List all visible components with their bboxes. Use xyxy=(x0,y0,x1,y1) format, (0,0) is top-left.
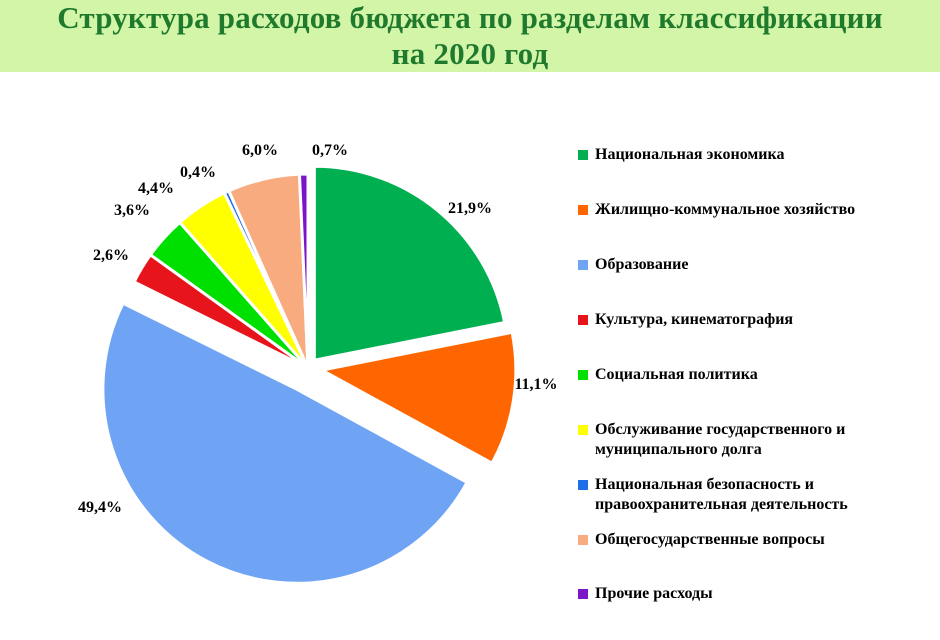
legend-swatch xyxy=(578,589,588,599)
legend-item: Культура, кинематография xyxy=(578,310,793,330)
legend-label: Социальная политика xyxy=(595,366,758,383)
legend-label: Обслуживание государственного и муниципал… xyxy=(595,421,846,458)
legend-swatch xyxy=(578,315,588,325)
chart-title-line-1: Структура расходов бюджета по разделам к… xyxy=(57,0,883,35)
legend-item: Национальная безопасность и правоохраните… xyxy=(578,475,848,515)
legend-item: Общегосударственные вопросы xyxy=(578,530,825,550)
data-label: 11,1% xyxy=(514,376,557,393)
pie-slice xyxy=(312,164,507,362)
data-label: 4,4% xyxy=(138,180,174,197)
legend-item: Образование xyxy=(578,255,688,275)
legend-swatch xyxy=(578,260,588,270)
legend-item: Жилищно-коммунальное хозяйство xyxy=(578,200,855,220)
legend-label: Национальная безопасность и правоохраните… xyxy=(595,476,848,513)
title-band: Структура расходов бюджета по разделам к… xyxy=(0,0,940,72)
data-label: 0,7% xyxy=(312,142,348,159)
legend-label: Жилищно-коммунальное хозяйство xyxy=(595,201,856,218)
data-label: 2,6% xyxy=(93,247,129,264)
chart-legend: Национальная экономика Жилищно-коммунальн… xyxy=(578,0,938,640)
legend-swatch xyxy=(578,425,588,435)
legend-item: Социальная политика xyxy=(578,365,758,385)
pie-chart: 21,9% 11,1% 49,4% 2,6% 3,6% 4,4% 0,4% 6,0% 0,7% xyxy=(78,142,558,585)
legend-item: Национальная экономика xyxy=(578,145,784,165)
legend-label: Прочие расходы xyxy=(595,585,713,602)
data-label: 21,9% xyxy=(448,200,492,217)
pie-slice xyxy=(297,172,310,370)
pie-slice xyxy=(320,330,518,465)
legend-swatch xyxy=(578,205,588,215)
legend-item: Прочие расходы xyxy=(578,584,713,604)
chart-title-line-2: на 2020 год xyxy=(391,36,549,71)
data-label: 3,6% xyxy=(114,202,150,219)
legend-label: Культура, кинематография xyxy=(595,311,794,328)
legend-item: Обслуживание государственного и муниципал… xyxy=(578,420,845,460)
legend-swatch xyxy=(578,370,588,380)
legend-label: Образование xyxy=(595,256,689,273)
data-label: 49,4% xyxy=(78,499,122,516)
pie-slice xyxy=(101,301,469,585)
legend-swatch xyxy=(578,535,588,545)
legend-swatch xyxy=(578,480,588,490)
data-label: 6,0% xyxy=(242,142,278,159)
data-label: 0,4% xyxy=(180,164,216,181)
legend-label: Национальная экономика xyxy=(595,146,785,163)
legend-label: Общегосударственные вопросы xyxy=(595,531,825,548)
legend-swatch xyxy=(578,150,588,160)
